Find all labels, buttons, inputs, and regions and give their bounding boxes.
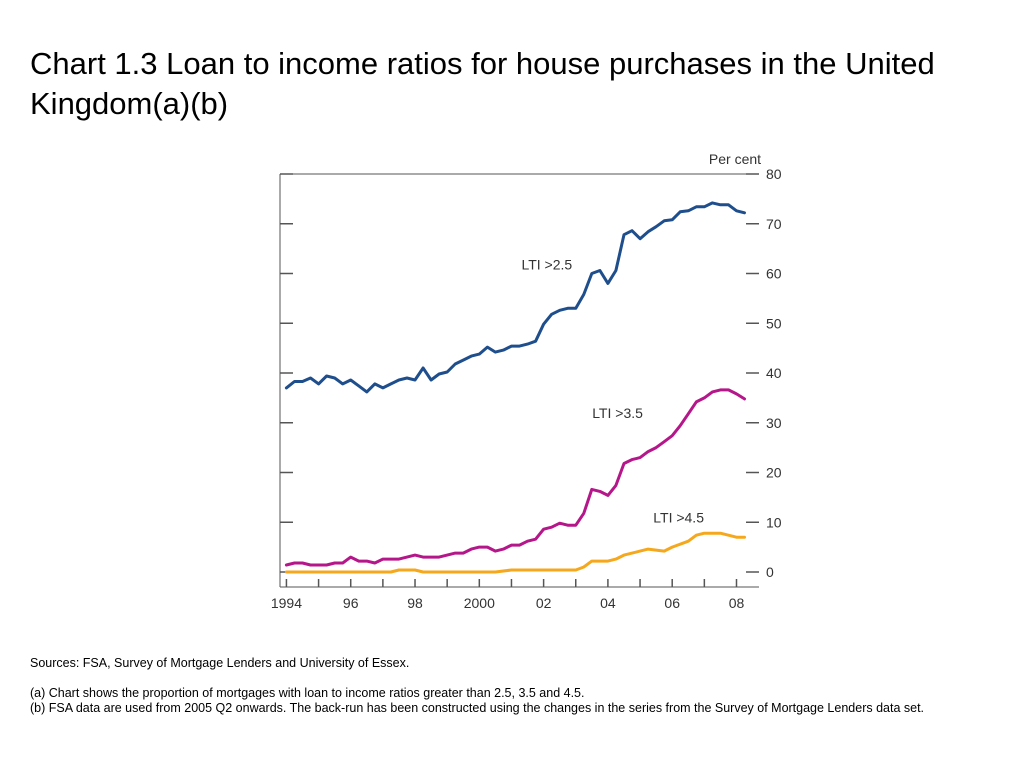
series-annotation-1: LTI >2.5	[521, 257, 572, 273]
chart-title: Chart 1.3 Loan to income ratios for hous…	[30, 46, 935, 121]
x-tick-label: 04	[600, 595, 616, 611]
x-tick-label: 2000	[464, 595, 495, 611]
y-tick-label: 0	[766, 564, 774, 580]
y-tick-label: 80	[766, 166, 782, 182]
y-tick-label: 40	[766, 365, 782, 381]
x-tick-label: 02	[536, 595, 552, 611]
y-axis-label: Per cent	[709, 151, 761, 167]
series-line-2	[284, 388, 746, 567]
footnote-b: (b) FSA data are used from 2005 Q2 onwar…	[30, 701, 925, 715]
x-tick-label: 96	[343, 595, 359, 611]
y-tick-label: 70	[766, 216, 782, 232]
y-tick-label: 10	[766, 514, 782, 530]
x-tick-label: 06	[664, 595, 680, 611]
sources-note: Sources: FSA, Survey of Mortgage Lenders…	[30, 656, 410, 670]
series-annotation-2: LTI >3.5	[592, 405, 643, 421]
y-tick-label: 30	[766, 415, 782, 431]
series-line-1	[284, 201, 746, 394]
line-chart: 0 10 20 30 40 50 60 70 80 Per cent 1994 96 98 2000 02 0…	[271, 151, 782, 611]
x-tick-label: 98	[407, 595, 423, 611]
x-tick-label: 08	[729, 595, 745, 611]
series-annotation-3: LTI >4.5	[653, 509, 704, 525]
y-tick-label: 20	[766, 465, 782, 481]
footnote-a: (a) Chart shows the proportion of mortga…	[30, 686, 585, 700]
y-tick-label: 50	[766, 315, 782, 331]
x-tick-label: 1994	[271, 595, 302, 611]
y-tick-label: 60	[766, 266, 782, 282]
series-line-3	[284, 531, 746, 574]
footnotes: Sources: FSA, Survey of Mortgage Lenders…	[30, 656, 1005, 716]
